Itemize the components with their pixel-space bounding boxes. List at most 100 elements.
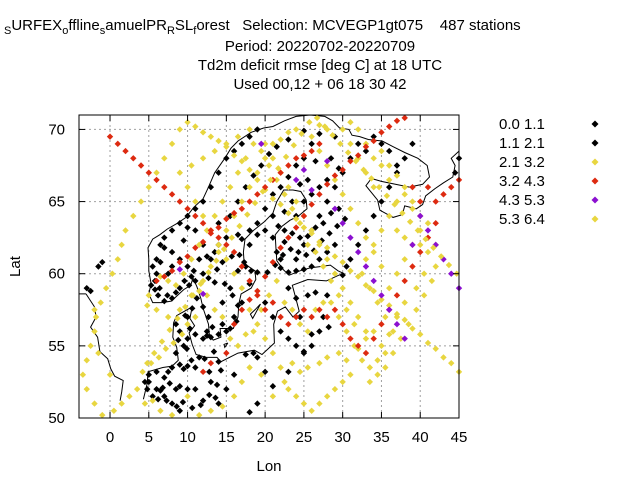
- data-point: [109, 270, 116, 277]
- data-point: [295, 248, 302, 256]
- data-point: [246, 364, 253, 371]
- data-point: [133, 385, 141, 393]
- data-point: [316, 400, 323, 407]
- data-point: [168, 140, 176, 148]
- data-point: [207, 256, 215, 263]
- data-point: [393, 162, 401, 169]
- data-point: [220, 245, 228, 253]
- data-point: [273, 143, 280, 150]
- data-point: [147, 282, 155, 289]
- data-point: [281, 378, 288, 386]
- data-point: [215, 358, 222, 365]
- data-point: [246, 126, 253, 133]
- data-point: [182, 312, 189, 319]
- data-point: [172, 289, 180, 296]
- data-point: [401, 191, 408, 198]
- data-point: [139, 368, 146, 376]
- data-point: [316, 328, 323, 335]
- data-point: [362, 143, 370, 150]
- x-tick-label: 0: [106, 429, 114, 446]
- data-point: [362, 282, 370, 289]
- data-point: [409, 140, 416, 148]
- data-point: [122, 227, 129, 234]
- legend-label: 5.3 6.4: [499, 211, 545, 228]
- data-point: [382, 349, 389, 357]
- data-point: [279, 251, 287, 259]
- x-tick-label: 30: [334, 429, 351, 446]
- data-point: [292, 393, 300, 400]
- data-point: [261, 227, 269, 234]
- data-point: [199, 303, 207, 311]
- data-point: [250, 140, 257, 148]
- data-point: [362, 256, 370, 263]
- data-point: [269, 191, 277, 198]
- data-point: [378, 296, 385, 303]
- data-point: [331, 253, 339, 260]
- data-point: [362, 263, 370, 270]
- data-point: [316, 130, 323, 137]
- data-point: [269, 383, 277, 390]
- data-point: [269, 349, 277, 357]
- data-point: [321, 123, 329, 130]
- data-point: [203, 227, 211, 234]
- data-point: [424, 220, 432, 227]
- data-point: [417, 241, 424, 249]
- data-point: [347, 371, 354, 378]
- data-point: [161, 183, 168, 191]
- data-point: [188, 162, 195, 169]
- data-point: [339, 166, 346, 174]
- data-point: [397, 335, 405, 342]
- data-point: [192, 205, 199, 212]
- data-point: [285, 209, 292, 217]
- data-point: [417, 212, 424, 220]
- data-point: [122, 147, 129, 155]
- data-point: [308, 140, 315, 148]
- data-point: [91, 328, 98, 335]
- data-point: [184, 335, 191, 342]
- data-point: [246, 183, 253, 191]
- data-point: [95, 349, 102, 357]
- data-point: [331, 241, 339, 249]
- data-point: [157, 273, 164, 280]
- data-point: [296, 181, 304, 188]
- data-point: [316, 147, 323, 155]
- data-point: [110, 407, 118, 414]
- data-point: [289, 306, 296, 313]
- data-point: [172, 349, 180, 357]
- data-point: [254, 126, 261, 133]
- data-point: [389, 328, 397, 335]
- data-point: [246, 409, 253, 416]
- data-point: [168, 295, 176, 302]
- data-point: [298, 130, 305, 137]
- data-point: [83, 284, 90, 292]
- data-point: [254, 220, 261, 227]
- data-point: [339, 271, 346, 279]
- data-point: [205, 269, 212, 276]
- data-point: [215, 248, 222, 256]
- data-point: [211, 147, 218, 155]
- data-point: [370, 212, 377, 220]
- x-tick-label: 45: [451, 429, 468, 446]
- data-point: [141, 400, 149, 407]
- data-point: [323, 256, 331, 263]
- data-point: [323, 244, 331, 251]
- data-point: [83, 385, 90, 393]
- data-point: [223, 215, 230, 223]
- data-point: [312, 248, 319, 256]
- data-point: [331, 270, 339, 277]
- data-point: [386, 284, 393, 292]
- data-point: [206, 368, 213, 376]
- data-point: [308, 201, 315, 208]
- data-point: [163, 397, 170, 404]
- data-point: [326, 230, 333, 237]
- data-point: [213, 381, 221, 389]
- data-point: [211, 279, 218, 286]
- data-point: [168, 267, 176, 275]
- data-point: [360, 166, 367, 174]
- data-point: [230, 371, 238, 378]
- data-point: [316, 306, 323, 313]
- legend-marker: [591, 139, 599, 147]
- data-point: [323, 198, 331, 205]
- data-point: [197, 280, 204, 288]
- data-point: [188, 256, 195, 263]
